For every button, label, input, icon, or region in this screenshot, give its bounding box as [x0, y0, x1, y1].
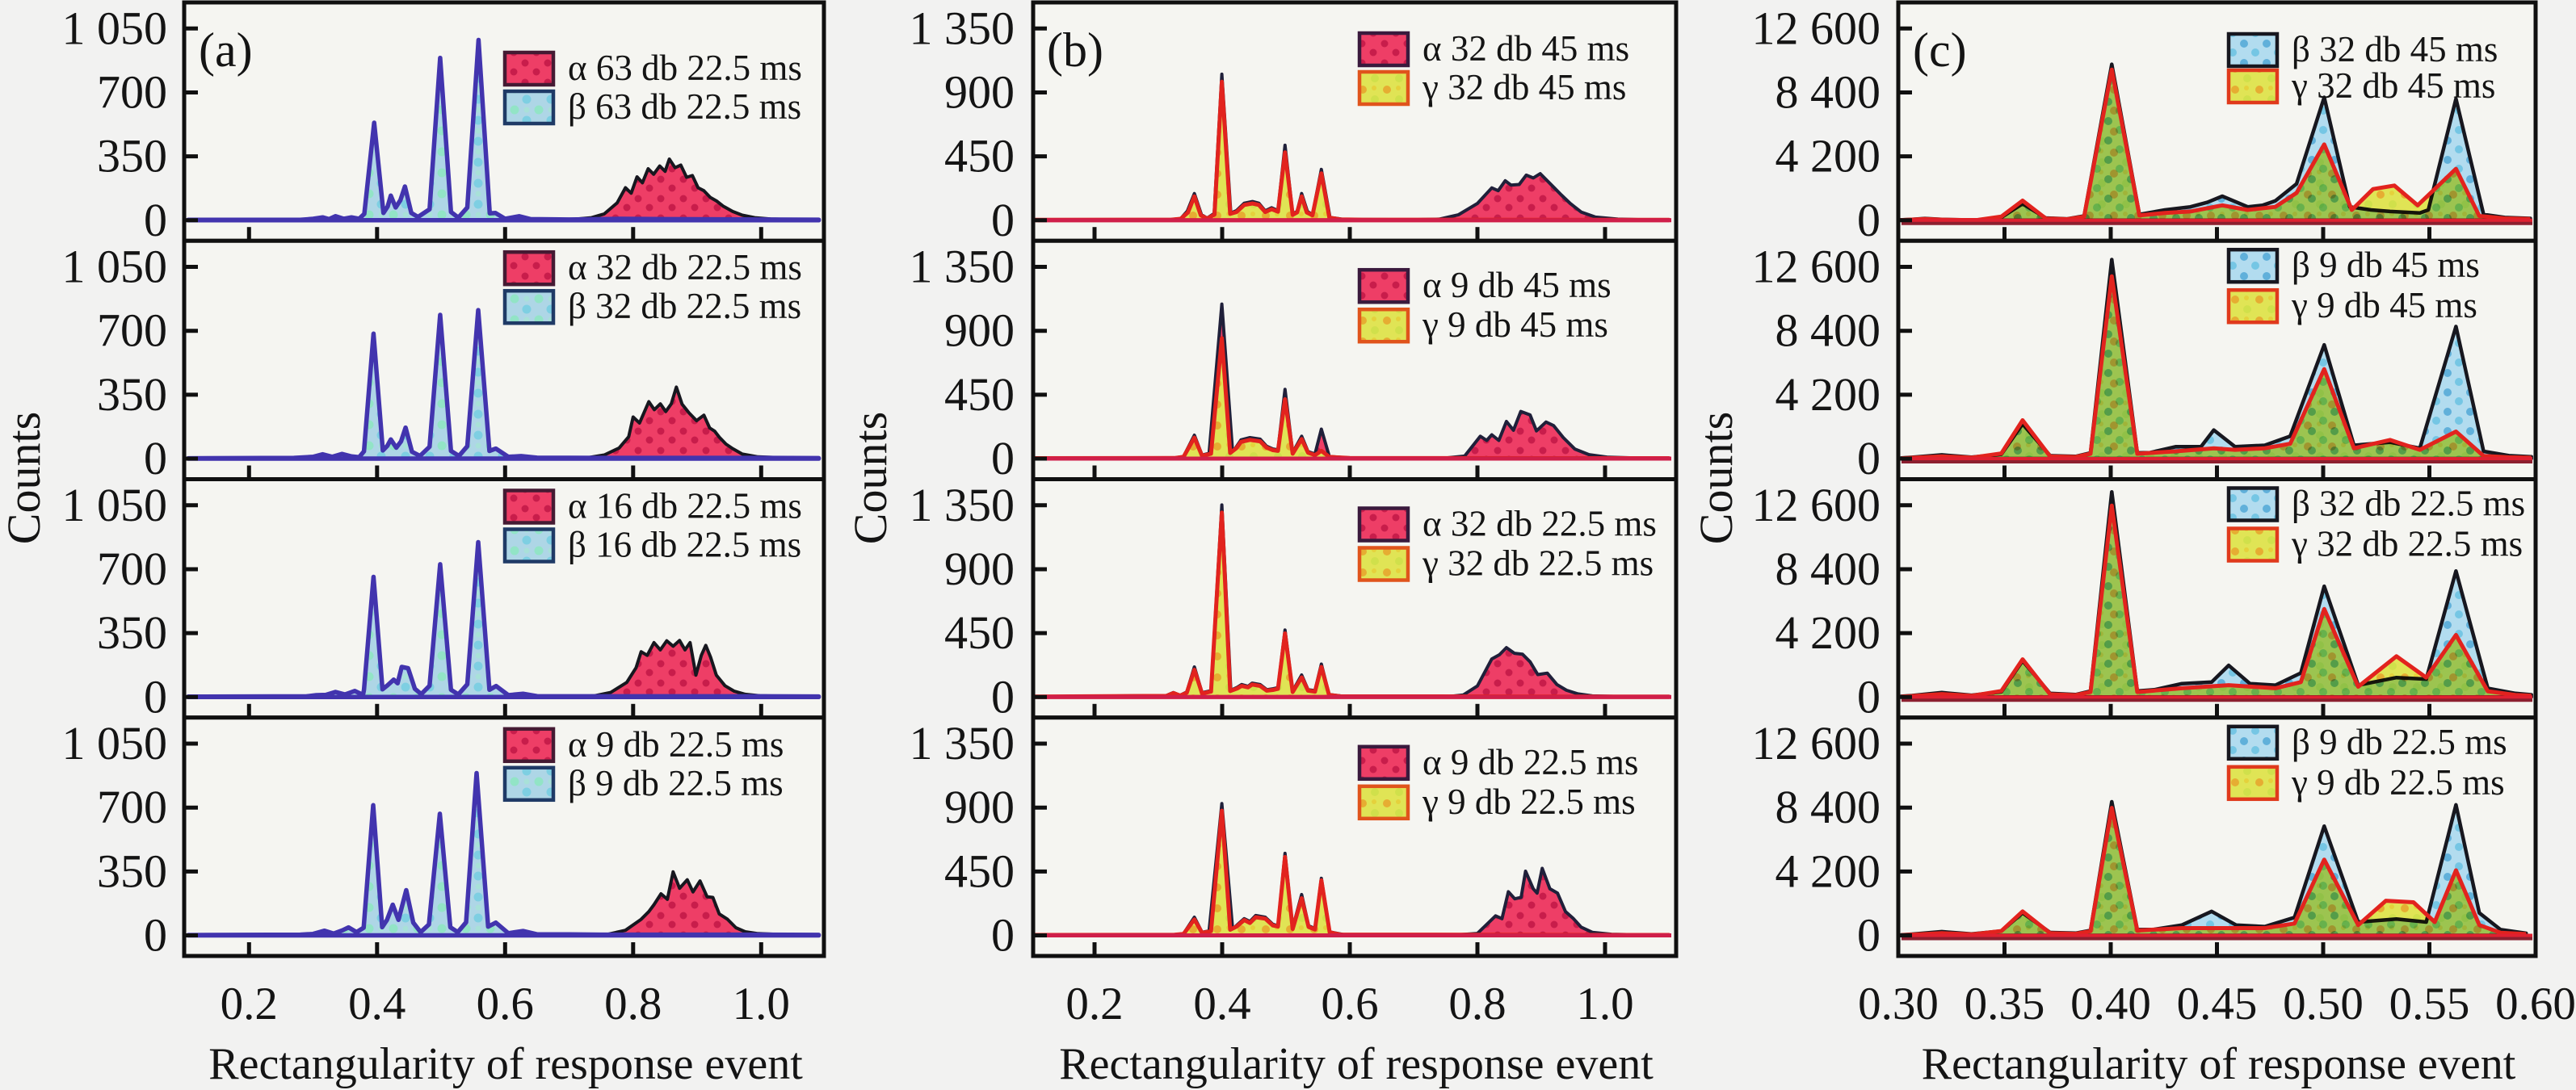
svg-text:γ 9 db 45 ms: γ 9 db 45 ms — [2291, 285, 2477, 325]
svg-text:450: 450 — [944, 845, 1015, 897]
svg-text:1 350: 1 350 — [910, 479, 1015, 531]
svg-text:1.0: 1.0 — [733, 979, 790, 1029]
svg-text:900: 900 — [944, 781, 1015, 833]
svg-text:0: 0 — [991, 670, 1015, 723]
svg-text:β 9 db 22.5 ms: β 9 db 22.5 ms — [2292, 722, 2507, 762]
svg-text:0.55: 0.55 — [2389, 979, 2470, 1029]
svg-text:β 32 db 45 ms: β 32 db 45 ms — [2292, 29, 2498, 69]
svg-text:α 32 db 22.5 ms: α 32 db 22.5 ms — [568, 247, 802, 287]
svg-text:α 9 db 45 ms: α 9 db 45 ms — [1422, 265, 1612, 305]
svg-text:0: 0 — [144, 670, 167, 723]
svg-text:1 050: 1 050 — [62, 241, 168, 293]
svg-text:0: 0 — [1857, 670, 1881, 723]
svg-text:900: 900 — [944, 304, 1015, 357]
svg-text:0: 0 — [1857, 432, 1881, 484]
svg-text:β 16 db 22.5 ms: β 16 db 22.5 ms — [568, 525, 801, 565]
svg-text:4 200: 4 200 — [1775, 368, 1881, 421]
svg-text:0.45: 0.45 — [2177, 979, 2258, 1029]
svg-text:900: 900 — [944, 66, 1015, 119]
svg-text:1.0: 1.0 — [1576, 979, 1633, 1029]
svg-text:α 9 db 22.5 ms: α 9 db 22.5 ms — [1422, 742, 1638, 782]
svg-text:0.35: 0.35 — [1965, 979, 2045, 1029]
svg-text:700: 700 — [97, 66, 167, 119]
svg-text:12 600: 12 600 — [1752, 479, 1881, 531]
svg-text:12 600: 12 600 — [1752, 241, 1881, 293]
svg-text:12 600: 12 600 — [1752, 2, 1881, 54]
svg-text:0.30: 0.30 — [1858, 979, 1939, 1029]
svg-text:β 9 db 22.5 ms: β 9 db 22.5 ms — [568, 763, 784, 803]
svg-text:γ 32 db 22.5 ms: γ 32 db 22.5 ms — [2291, 524, 2523, 564]
svg-text:8 400: 8 400 — [1775, 543, 1881, 595]
svg-text:0.6: 0.6 — [477, 979, 534, 1029]
svg-text:1 350: 1 350 — [910, 717, 1015, 769]
svg-text:1 050: 1 050 — [62, 479, 168, 531]
svg-text:α 63 db 22.5 ms: α 63 db 22.5 ms — [568, 48, 802, 88]
svg-text:Counts: Counts — [1690, 412, 1742, 544]
svg-text:Rectangularity of response eve: Rectangularity of response event — [1059, 1039, 1654, 1089]
svg-text:1 350: 1 350 — [910, 241, 1015, 293]
svg-text:0: 0 — [1857, 909, 1881, 962]
svg-text:0: 0 — [991, 194, 1015, 246]
svg-text:700: 700 — [97, 781, 167, 833]
svg-text:1 050: 1 050 — [62, 2, 168, 54]
svg-text:γ 9 db 45 ms: γ 9 db 45 ms — [1422, 304, 1608, 345]
svg-text:(b): (b) — [1047, 23, 1103, 77]
svg-text:Rectangularity of response eve: Rectangularity of response event — [1922, 1039, 2516, 1089]
svg-text:4 200: 4 200 — [1775, 130, 1881, 182]
svg-text:8 400: 8 400 — [1775, 781, 1881, 833]
svg-text:350: 350 — [97, 368, 167, 421]
svg-text:0: 0 — [991, 909, 1015, 962]
svg-text:γ 32 db 45 ms: γ 32 db 45 ms — [1422, 67, 1626, 107]
svg-text:0.60: 0.60 — [2495, 979, 2576, 1029]
svg-text:0: 0 — [144, 432, 167, 484]
svg-text:β 9 db 45 ms: β 9 db 45 ms — [2292, 245, 2480, 285]
svg-text:γ 9 db 22.5 ms: γ 9 db 22.5 ms — [1422, 782, 1636, 822]
svg-text:α 9 db 22.5 ms: α 9 db 22.5 ms — [568, 724, 784, 765]
svg-text:8 400: 8 400 — [1775, 66, 1881, 119]
svg-text:450: 450 — [944, 130, 1015, 182]
svg-text:8 400: 8 400 — [1775, 304, 1881, 357]
svg-text:12 600: 12 600 — [1752, 717, 1881, 769]
svg-text:0.6: 0.6 — [1321, 979, 1378, 1029]
svg-text:α 32 db 45 ms: α 32 db 45 ms — [1422, 28, 1629, 69]
svg-text:450: 450 — [944, 606, 1015, 659]
svg-text:Counts: Counts — [844, 412, 897, 544]
svg-text:450: 450 — [944, 368, 1015, 421]
svg-text:β 63 db 22.5 ms: β 63 db 22.5 ms — [568, 86, 801, 127]
svg-text:0.8: 0.8 — [604, 979, 662, 1029]
svg-text:0: 0 — [144, 909, 167, 962]
svg-text:0.4: 0.4 — [348, 979, 406, 1029]
svg-text:350: 350 — [97, 845, 167, 897]
svg-text:β 32 db 22.5 ms: β 32 db 22.5 ms — [2292, 484, 2525, 524]
svg-text:350: 350 — [97, 606, 167, 659]
svg-text:β 32 db 22.5 ms: β 32 db 22.5 ms — [568, 286, 801, 326]
svg-text:4 200: 4 200 — [1775, 606, 1881, 659]
svg-text:α 16 db 22.5 ms: α 16 db 22.5 ms — [568, 486, 802, 526]
svg-text:γ 9 db 22.5 ms: γ 9 db 22.5 ms — [2291, 762, 2505, 803]
svg-text:0: 0 — [991, 432, 1015, 484]
svg-text:0.4: 0.4 — [1193, 979, 1250, 1029]
svg-text:0.50: 0.50 — [2283, 979, 2364, 1029]
svg-text:0: 0 — [144, 194, 167, 246]
svg-text:0.2: 0.2 — [221, 979, 278, 1029]
svg-text:(c): (c) — [1913, 23, 1967, 77]
svg-text:Counts: Counts — [0, 412, 50, 544]
svg-text:0: 0 — [1857, 194, 1881, 246]
svg-text:γ 32 db 45 ms: γ 32 db 45 ms — [2291, 65, 2495, 106]
svg-text:(a): (a) — [199, 23, 253, 77]
svg-text:4 200: 4 200 — [1775, 845, 1881, 897]
svg-text:0.2: 0.2 — [1065, 979, 1123, 1029]
svg-text:1 050: 1 050 — [62, 717, 168, 769]
svg-text:α 32 db 22.5 ms: α 32 db 22.5 ms — [1422, 504, 1657, 544]
svg-text:900: 900 — [944, 543, 1015, 595]
svg-text:700: 700 — [97, 304, 167, 357]
svg-text:700: 700 — [97, 543, 167, 595]
svg-text:0.8: 0.8 — [1448, 979, 1506, 1029]
svg-text:γ 32 db 22.5 ms: γ 32 db 22.5 ms — [1422, 543, 1654, 584]
svg-text:350: 350 — [97, 130, 167, 182]
svg-text:0.40: 0.40 — [2070, 979, 2151, 1029]
svg-text:Rectangularity of response eve: Rectangularity of response event — [208, 1039, 803, 1089]
svg-text:1 350: 1 350 — [910, 2, 1015, 54]
